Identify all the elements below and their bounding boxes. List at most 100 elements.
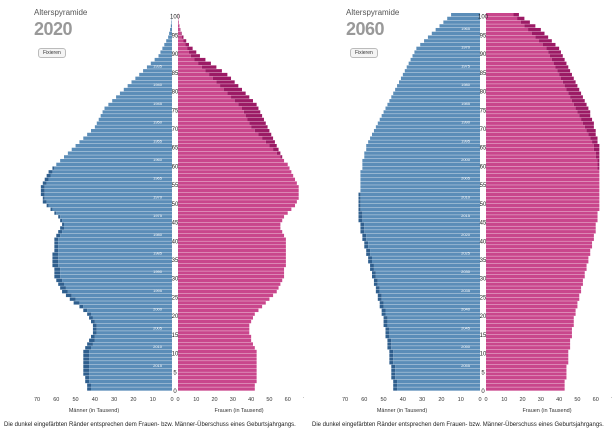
female-bar: [178, 166, 290, 170]
fixieren-button[interactable]: Fixieren: [350, 48, 378, 58]
female-bar: [178, 368, 257, 372]
age-tick-label: 75: [480, 108, 487, 114]
female-bar: [486, 188, 600, 193]
female-surplus-bar: [262, 136, 274, 140]
female-bar: [178, 143, 270, 148]
male-bar: [116, 95, 172, 99]
female-bar: [486, 143, 594, 148]
male-surplus-bar: [358, 196, 361, 200]
female-surplus-bar: [542, 42, 556, 47]
male-bar: [416, 46, 480, 51]
male-surplus-bar: [40, 188, 45, 193]
female-surplus-bar: [188, 50, 197, 54]
female-surplus-bar: [181, 35, 184, 39]
female-bar: [486, 185, 600, 189]
female-axis-label: Frauen (in Tausend): [522, 408, 571, 414]
male-surplus-bar: [89, 338, 95, 342]
female-bar: [178, 316, 253, 320]
cohort-year-label: 1995: [153, 288, 163, 293]
female-bar: [486, 24, 525, 28]
x-tick-label-female: 0: [176, 397, 179, 403]
male-surplus-bar: [52, 256, 59, 260]
male-bar: [64, 282, 172, 286]
male-surplus-bar: [54, 267, 61, 271]
x-tick-label-female: 60: [593, 397, 599, 403]
female-bar: [178, 173, 294, 178]
male-bar: [410, 57, 480, 62]
female-bar: [178, 312, 255, 316]
female-bar: [178, 188, 299, 193]
female-bar: [486, 368, 567, 372]
female-bar: [178, 278, 283, 283]
female-bar: [486, 278, 583, 283]
male-bar: [364, 222, 480, 226]
female-surplus-bar: [560, 76, 574, 81]
male-bar: [391, 338, 480, 342]
female-bar: [178, 376, 257, 380]
female-surplus-bar: [247, 117, 264, 122]
female-bar: [178, 301, 266, 305]
male-bar: [67, 289, 172, 294]
male-bar: [368, 241, 480, 245]
fixieren-button[interactable]: Fixieren: [38, 48, 66, 58]
female-bar: [178, 346, 255, 350]
female-bar: [178, 289, 277, 294]
male-surplus-bar: [373, 282, 378, 286]
female-bar: [178, 170, 292, 174]
male-bar: [439, 24, 480, 28]
male-bar: [389, 99, 480, 103]
female-bar: [486, 16, 518, 21]
male-bar: [383, 301, 480, 305]
female-surplus-bar: [517, 16, 525, 21]
female-surplus-bar: [539, 39, 552, 43]
female-surplus-bar: [584, 125, 594, 129]
female-bar: [486, 248, 591, 253]
male-surplus-bar: [42, 181, 47, 185]
male-bar: [108, 102, 172, 107]
female-surplus-bar: [579, 114, 591, 118]
male-bar: [168, 35, 172, 39]
male-bar: [395, 368, 480, 372]
male-bar: [387, 316, 480, 320]
female-bar: [486, 69, 558, 73]
female-bar: [178, 129, 255, 133]
male-bar: [393, 361, 480, 365]
female-bar: [178, 31, 181, 36]
age-tick-label: 65: [480, 146, 487, 152]
male-bar: [372, 132, 480, 137]
female-surplus-bar: [586, 129, 596, 133]
female-bar: [178, 387, 255, 391]
age-tick-label: 45: [172, 221, 179, 227]
cohort-year-label: 2040: [461, 307, 471, 312]
male-surplus-bar: [379, 301, 384, 305]
male-surplus-bar: [83, 361, 90, 365]
female-bar: [178, 203, 296, 208]
male-bar: [431, 31, 480, 36]
female-surplus-bar: [251, 125, 268, 129]
female-bar: [178, 69, 206, 73]
female-surplus-bar: [185, 42, 189, 47]
male-surplus-bar: [54, 248, 59, 253]
male-bar: [364, 226, 480, 230]
female-bar: [486, 102, 574, 107]
female-surplus-bar: [592, 140, 598, 144]
male-surplus-bar: [387, 338, 392, 342]
female-bar: [178, 304, 263, 309]
male-bar: [373, 129, 480, 133]
male-surplus-bar: [42, 196, 45, 200]
female-bar: [178, 338, 252, 342]
female-bar: [178, 383, 255, 387]
female-bar: [178, 379, 257, 384]
male-bar: [158, 54, 172, 58]
x-tick-label-female: 20: [212, 397, 218, 403]
male-bar: [381, 114, 480, 118]
cohort-year-label: 1930: [153, 45, 163, 50]
cohort-year-label: 2010: [461, 194, 471, 199]
male-bar: [364, 155, 480, 159]
male-bar: [362, 211, 480, 215]
female-bar: [486, 170, 600, 174]
female-bar: [486, 80, 563, 84]
female-bar: [486, 211, 598, 215]
female-surplus-bar: [564, 84, 578, 88]
